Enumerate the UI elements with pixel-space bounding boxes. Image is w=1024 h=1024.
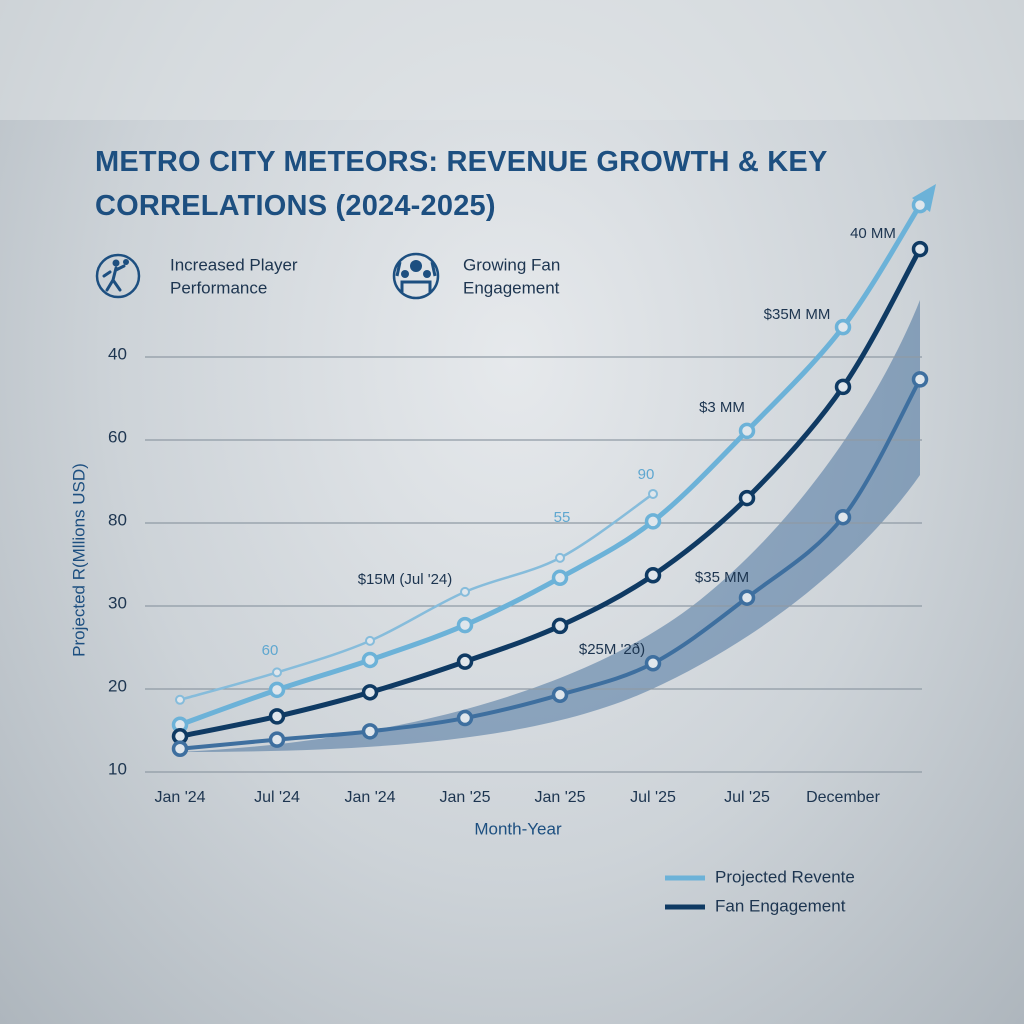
- icon-player: [95, 253, 141, 299]
- point: [644, 567, 662, 584]
- point: [644, 655, 662, 672]
- y-tick-label: 80: [108, 510, 127, 529]
- point: [738, 422, 756, 440]
- legend-label: Projected Revente: [715, 867, 855, 886]
- point: [551, 569, 569, 587]
- series-line: [177, 246, 923, 739]
- point: [911, 196, 929, 214]
- data-label: $15M (Jul '24): [358, 571, 453, 588]
- icon-label: Increased Player: [170, 255, 298, 274]
- point: [361, 651, 379, 669]
- x-tick-label: Jan '25: [534, 789, 585, 806]
- icon-label: Engagement: [463, 278, 560, 297]
- data-label: 40 MM: [850, 225, 896, 242]
- point: [268, 731, 286, 748]
- point: [268, 681, 286, 699]
- point: [268, 708, 286, 725]
- point: [361, 723, 379, 740]
- icon-label: Growing Fan: [463, 255, 560, 274]
- point: [456, 616, 474, 634]
- data-label: 60: [262, 642, 279, 659]
- series-line: [178, 492, 655, 702]
- y-tick-label: 20: [108, 676, 127, 695]
- x-tick-label: Jul '25: [630, 789, 676, 806]
- legend-label: Fan Engagement: [715, 896, 846, 915]
- point: [834, 508, 852, 526]
- point: [738, 489, 756, 507]
- point: [171, 740, 189, 758]
- x-axis-label: Month-Year: [474, 819, 562, 838]
- x-tick-label: Jan '25: [439, 789, 490, 806]
- chart-title: METRO CITY METEORS: REVENUE GROWTH & KEY…: [95, 146, 827, 222]
- point: [365, 635, 375, 646]
- series-line: [177, 202, 923, 728]
- data-label: 90: [638, 466, 655, 483]
- point: [175, 694, 185, 705]
- icon-fans: [392, 252, 440, 300]
- point: [361, 684, 379, 701]
- point: [551, 686, 569, 704]
- point: [456, 709, 474, 727]
- point: [911, 371, 929, 388]
- point: [456, 653, 474, 670]
- point: [834, 318, 852, 336]
- point: [555, 552, 565, 563]
- point: [648, 488, 658, 499]
- x-tick-label: Jan '24: [344, 789, 395, 806]
- data-label: $3 MM: [699, 399, 745, 416]
- data-label: $35М MM: [764, 306, 831, 323]
- data-label: 55: [554, 509, 571, 526]
- x-tick-label: Jul '24: [254, 789, 300, 806]
- y-tick-label: 40: [108, 344, 127, 363]
- y-tick-label: 10: [108, 759, 127, 778]
- background-band: [0, 0, 1024, 120]
- series-line: [178, 377, 922, 751]
- shaded-band: [180, 300, 920, 752]
- point: [272, 667, 282, 678]
- point: [460, 586, 470, 597]
- point: [834, 378, 852, 396]
- y-axis-label: Projected R(Mllions USD): [69, 463, 88, 657]
- y-tick-label: 60: [108, 427, 127, 446]
- icon-label: Performance: [170, 278, 267, 297]
- x-tick-label: Jul '25: [724, 789, 770, 806]
- y-tick-label: 30: [108, 593, 127, 612]
- point: [911, 240, 929, 258]
- point: [551, 617, 569, 635]
- x-tick-label: Jan '24: [154, 789, 205, 806]
- point: [738, 589, 756, 606]
- data-label: $35 MM: [695, 569, 749, 586]
- point: [644, 513, 662, 530]
- data-label: $25M '2ð): [579, 641, 645, 658]
- x-tick-label: December: [806, 789, 880, 806]
